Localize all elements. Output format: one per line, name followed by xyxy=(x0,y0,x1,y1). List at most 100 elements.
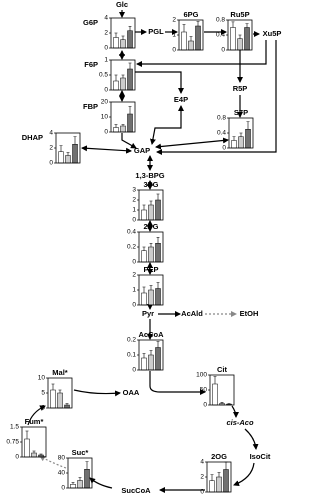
error-bar xyxy=(71,482,75,485)
bar xyxy=(148,246,154,263)
error-bar xyxy=(156,193,160,200)
error-bar xyxy=(149,200,153,205)
y-tick-label: 0 xyxy=(132,217,136,224)
error-bar xyxy=(66,152,70,156)
chart-label: Mal* xyxy=(52,368,68,377)
y-tick-label: 2 xyxy=(132,197,136,204)
arrow xyxy=(149,105,184,145)
error-bar xyxy=(121,35,125,40)
chart-label: 2PG xyxy=(143,222,158,231)
y-tick-label: 1.5 xyxy=(10,424,19,431)
y-tick-label: 0 xyxy=(132,367,136,374)
error-bar xyxy=(156,341,160,348)
error-bar xyxy=(232,136,236,141)
y-tick-label: 0 xyxy=(104,45,108,52)
y-tick-label: 20 xyxy=(101,99,109,106)
node-label: Glc xyxy=(116,0,128,9)
bar xyxy=(50,389,56,409)
bar xyxy=(155,347,161,371)
arrow xyxy=(231,405,239,418)
arrow xyxy=(27,405,46,426)
bar xyxy=(245,129,251,149)
y-tick-label: 4 xyxy=(200,459,204,466)
chart-frame xyxy=(206,461,232,493)
chart-frame xyxy=(138,189,164,221)
chart-frame xyxy=(138,339,164,371)
chart-frame xyxy=(110,59,136,91)
chart-label: 3PG xyxy=(143,180,158,189)
error-bar xyxy=(128,62,132,69)
bar xyxy=(77,480,83,489)
arrow xyxy=(89,477,113,489)
node-label: Pyr xyxy=(142,309,154,318)
bar xyxy=(148,354,154,371)
arrow xyxy=(135,71,184,94)
y-tick-label: 2 xyxy=(172,17,176,24)
mini-chart: Suc* 0 40 80 xyxy=(58,448,93,492)
bar xyxy=(155,243,161,263)
y-tick-label: 0 xyxy=(203,402,207,409)
chart-label: 6PG xyxy=(183,10,198,19)
mini-chart: 2PG 0 0.2 0.4 xyxy=(127,222,164,266)
mini-chart: AcCoA 0 0.1 0.2 xyxy=(127,330,164,374)
bar xyxy=(57,392,63,409)
error-bar xyxy=(25,430,29,439)
bar xyxy=(209,480,215,493)
bar xyxy=(127,113,133,133)
bar xyxy=(238,136,244,149)
mini-chart: 3PG 0 1 2 3 xyxy=(132,180,164,224)
y-tick-label: 1 xyxy=(132,207,136,214)
bar xyxy=(84,469,90,489)
y-tick-label: 0.8 xyxy=(216,17,225,24)
bar xyxy=(181,31,187,51)
chart-label: Ru5P xyxy=(230,10,249,19)
y-tick-label: 0 xyxy=(41,405,45,412)
error-bar xyxy=(156,282,160,289)
y-tick-label: 0 xyxy=(104,129,108,136)
error-bar xyxy=(149,350,153,355)
y-tick-label: 0.4 xyxy=(217,130,226,137)
bar xyxy=(244,27,250,51)
chart-frame xyxy=(110,101,136,133)
y-tick-label: 40 xyxy=(58,470,66,477)
error-bar xyxy=(59,145,63,152)
bar xyxy=(24,438,30,458)
node-label: 1,3-BPG xyxy=(135,171,164,180)
bar xyxy=(141,209,147,221)
chart-label: S7P xyxy=(234,108,248,117)
error-bar xyxy=(39,453,43,455)
arrow xyxy=(81,145,132,154)
node-label: AcAld xyxy=(181,309,203,318)
mini-chart: DHAP 0 2 4 xyxy=(22,130,81,167)
y-tick-label: 0 xyxy=(172,47,176,54)
y-tick-label: 0 xyxy=(221,47,225,54)
y-tick-label: 1 xyxy=(172,32,176,39)
bar xyxy=(64,404,70,409)
node-label: Xu5P xyxy=(263,29,282,38)
mini-chart: Ru5P 0 0.4 0.8 xyxy=(216,10,253,54)
bar xyxy=(120,125,126,133)
y-tick-label: 0.5 xyxy=(99,72,108,79)
y-tick-label: 0 xyxy=(132,259,136,266)
bar xyxy=(127,30,133,49)
y-tick-label: 80 xyxy=(58,455,66,462)
mini-chart: Fum* 0 0.75 1.5 xyxy=(6,417,47,461)
y-tick-label: 2 xyxy=(49,145,53,152)
chart-label: DHAP xyxy=(22,133,43,142)
arrows xyxy=(27,10,277,493)
chart-label: F6P xyxy=(84,60,98,69)
chart-label: Cit xyxy=(217,365,228,374)
pathway-diagram: Glc PGL Xu5P R5P E4P GAP 1,3-BPG Pyr AcAld EtOH OA… xyxy=(6,0,282,496)
error-bar xyxy=(128,106,132,114)
y-tick-label: 0.4 xyxy=(127,229,136,236)
mini-chart: PEP 0 1 2 xyxy=(132,265,164,309)
bar xyxy=(113,80,119,91)
y-tick-label: 0.2 xyxy=(127,337,136,344)
bar xyxy=(141,357,147,371)
error-bar xyxy=(78,477,82,481)
node-label: EtOH xyxy=(240,309,259,318)
y-tick-label: 4 xyxy=(104,15,108,22)
node-label: IsoCit xyxy=(250,452,271,461)
error-bar xyxy=(189,36,193,41)
y-tick-label: 2 xyxy=(104,30,108,37)
